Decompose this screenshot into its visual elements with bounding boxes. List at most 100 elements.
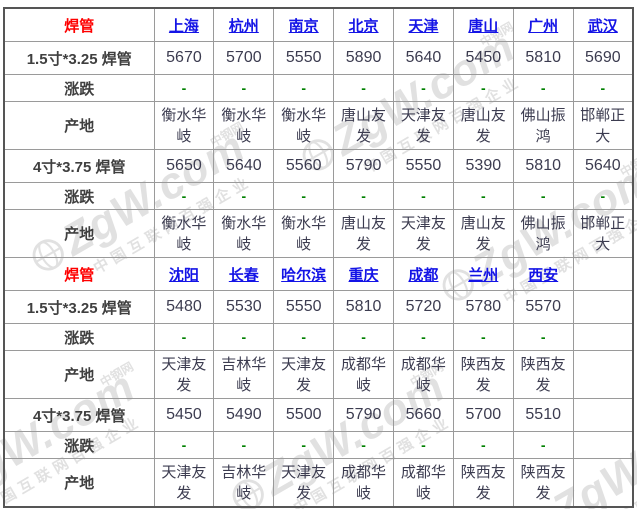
change-cell: - [393, 182, 454, 210]
city-header-link[interactable]: 杭州 [213, 7, 275, 42]
change-row: 涨跌 - - - - - - - - [3, 74, 634, 102]
row-label-cell: 4寸*3.75 焊管 [3, 149, 155, 183]
city-header-link[interactable]: 上海 [153, 7, 215, 42]
price-cell: 5810 [512, 41, 574, 75]
price-cell: 5560 [273, 149, 335, 183]
price-cell: 5390 [452, 149, 514, 183]
city-header-link[interactable]: 成都 [393, 257, 454, 291]
origin-cell: 唐山友发 [452, 209, 514, 258]
price-cell: 5550 [273, 290, 335, 324]
price-cell: 5690 [572, 41, 634, 75]
price-cell: 5500 [273, 398, 335, 432]
price-cell: 5810 [512, 149, 574, 183]
origin-cell: 邯郸正大 [572, 101, 634, 150]
change-cell: - [273, 431, 335, 459]
section-header-row: 焊管 沈阳 长春 哈尔滨 重庆 成都 兰州 西安 [3, 257, 634, 291]
origin-cell: 唐山友发 [333, 209, 394, 258]
price-cell [572, 290, 634, 324]
change-cell: - [452, 431, 514, 459]
city-header-link[interactable]: 天津 [393, 7, 454, 42]
price-cell: 5640 [572, 149, 634, 183]
empty-header-cell [572, 257, 634, 291]
origin-cell: 陕西友发 [452, 458, 514, 508]
price-cell: 5640 [213, 149, 275, 183]
origin-cell: 陕西友发 [452, 350, 514, 399]
city-header-link[interactable]: 长春 [213, 257, 275, 291]
origin-cell: 天津友发 [273, 458, 335, 508]
section-header-row: 焊管 上海 杭州 南京 北京 天津 唐山 广州 武汉 [3, 7, 634, 42]
origin-cell [572, 350, 634, 399]
origin-cell: 衡水华岐 [153, 209, 215, 258]
city-header-link[interactable]: 兰州 [452, 257, 514, 291]
price-cell: 5790 [333, 149, 394, 183]
row-label-cell: 1.5寸*3.25 焊管 [3, 41, 155, 75]
change-cell: - [512, 74, 574, 102]
origin-cell: 吉林华岐 [213, 350, 275, 399]
price-cell: 5490 [213, 398, 275, 432]
price-cell: 5890 [333, 41, 394, 75]
change-cell: - [512, 431, 574, 459]
origin-cell: 衡水华岐 [273, 209, 335, 258]
origin-cell: 天津友发 [273, 350, 335, 399]
change-cell: - [153, 431, 215, 459]
price-cell: 5700 [452, 398, 514, 432]
price-cell: 5550 [393, 149, 454, 183]
row-label-cell: 产地 [3, 209, 155, 258]
row-label-cell: 产地 [3, 101, 155, 150]
row-label-cell: 涨跌 [3, 431, 155, 459]
change-cell: - [273, 323, 335, 351]
city-header-link[interactable]: 武汉 [572, 7, 634, 42]
origin-cell: 衡水华岐 [153, 101, 215, 150]
change-cell: - [213, 182, 275, 210]
page: ZgW.com 中钢网 中国互联网百强企业 ZgW.com 中钢网 中国互联网百… [0, 7, 637, 509]
origin-cell: 陕西友发 [512, 458, 574, 508]
change-cell: - [512, 323, 574, 351]
origin-cell: 成都华岐 [333, 458, 394, 508]
price-cell: 5650 [153, 149, 215, 183]
price-cell: 5450 [153, 398, 215, 432]
change-cell: - [452, 74, 514, 102]
row-label-cell: 涨跌 [3, 182, 155, 210]
origin-cell: 衡水华岐 [213, 101, 275, 150]
row-label-cell: 产地 [3, 458, 155, 508]
change-cell: - [393, 74, 454, 102]
city-header-link[interactable]: 哈尔滨 [273, 257, 335, 291]
section-title-cell: 焊管 [3, 257, 155, 291]
origin-cell [572, 458, 634, 508]
price-row: 4寸*3.75 焊管 5650 5640 5560 5790 5550 5390 5810 56… [3, 149, 634, 183]
city-header-link[interactable]: 沈阳 [153, 257, 215, 291]
origin-cell: 邯郸正大 [572, 209, 634, 258]
city-header-link[interactable]: 广州 [512, 7, 574, 42]
origin-row: 产地 衡水华岐 衡水华岐 衡水华岐 唐山友发 天津友发 唐山友发 佛山振鸿 邯郸正大 [3, 209, 634, 258]
city-header-link[interactable]: 南京 [273, 7, 335, 42]
price-table: 焊管 上海 杭州 南京 北京 天津 唐山 广州 武汉 1.5寸*3.25 焊管 5670 5700 55… [3, 7, 634, 508]
city-header-link[interactable]: 重庆 [333, 257, 394, 291]
change-cell: - [213, 323, 275, 351]
origin-cell: 陕西友发 [512, 350, 574, 399]
price-cell: 5480 [153, 290, 215, 324]
change-cell: - [153, 323, 215, 351]
change-cell: - [333, 182, 394, 210]
city-header-link[interactable]: 唐山 [452, 7, 514, 42]
origin-cell: 天津友发 [393, 101, 454, 150]
origin-cell: 佛山振鸿 [512, 101, 574, 150]
change-cell: - [452, 182, 514, 210]
price-cell: 5720 [393, 290, 454, 324]
change-row: 涨跌 - - - - - - - [3, 323, 634, 351]
price-cell: 5700 [213, 41, 275, 75]
origin-cell: 天津友发 [393, 209, 454, 258]
price-cell: 5790 [333, 398, 394, 432]
price-cell: 5510 [512, 398, 574, 432]
row-label-cell: 产地 [3, 350, 155, 399]
price-cell [572, 398, 634, 432]
origin-cell: 衡水华岐 [273, 101, 335, 150]
city-header-link[interactable]: 西安 [512, 257, 574, 291]
change-cell: - [273, 182, 335, 210]
price-row: 1.5寸*3.25 焊管 5670 5700 5550 5890 5640 5450 5810… [3, 41, 634, 75]
price-cell: 5570 [512, 290, 574, 324]
price-cell: 5640 [393, 41, 454, 75]
price-table-body: 焊管 上海 杭州 南京 北京 天津 唐山 广州 武汉 1.5寸*3.25 焊管 5670 5700 55… [3, 7, 634, 508]
change-cell: - [572, 74, 634, 102]
city-header-link[interactable]: 北京 [333, 7, 394, 42]
change-cell: - [153, 74, 215, 102]
